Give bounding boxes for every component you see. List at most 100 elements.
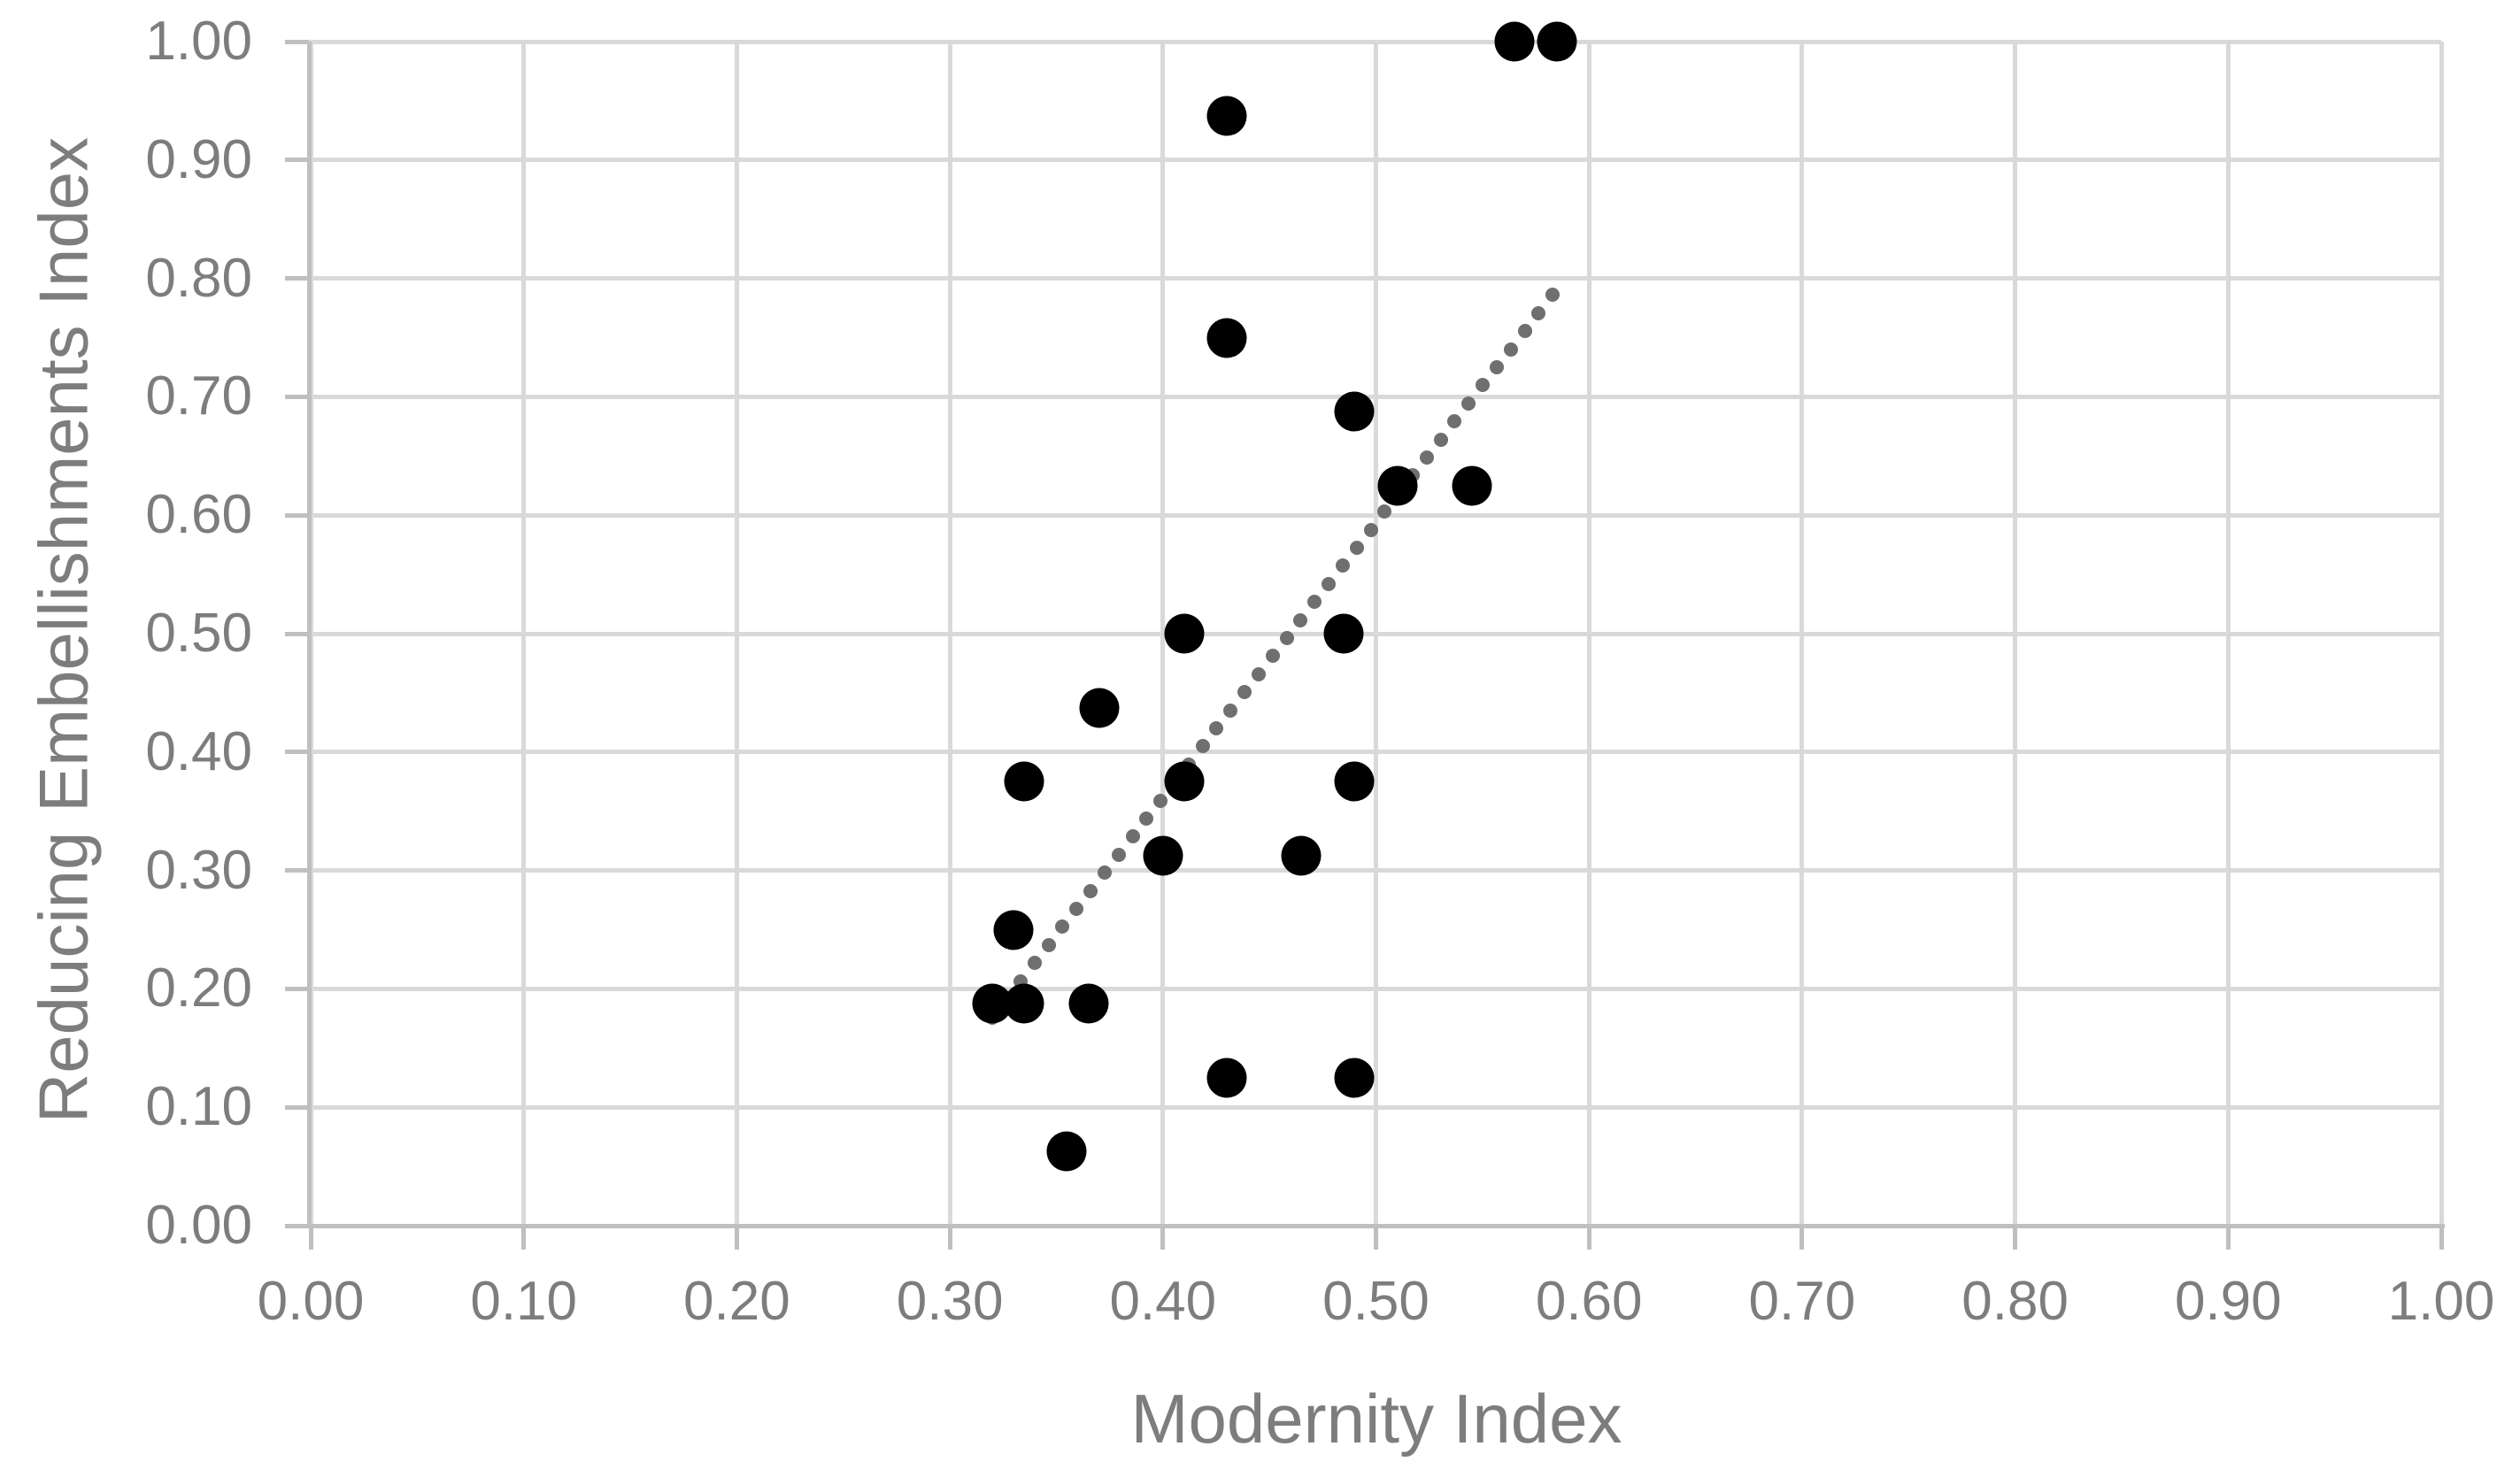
trendline-dot	[1489, 359, 1504, 374]
x-tick-mark	[521, 1226, 527, 1250]
trendline-dot	[1503, 342, 1518, 357]
y-tick-mark	[285, 394, 309, 399]
x-tick-mark	[734, 1226, 739, 1250]
trendline-dot	[1223, 703, 1238, 718]
y-tick-mark	[285, 1104, 309, 1110]
y-tick-label: 0.20	[145, 958, 252, 1019]
trendline-dot	[1111, 847, 1126, 862]
trendline-dot	[1476, 378, 1491, 393]
x-tick-mark	[308, 1226, 313, 1250]
y-tick-label: 1.00	[145, 11, 252, 72]
scatter-point	[1046, 1131, 1087, 1172]
trendline-dot	[1265, 649, 1280, 664]
y-tick-label: 0.50	[145, 603, 252, 664]
x-tick-mark	[2013, 1226, 2018, 1250]
y-tick-mark	[285, 986, 309, 991]
y-tick-label: 0.30	[145, 839, 252, 901]
y-axis-line	[307, 42, 312, 1228]
scatter-point	[1079, 688, 1120, 728]
x-tick-label: 0.80	[1961, 1271, 2069, 1332]
trendline-dot	[1125, 829, 1140, 844]
trendline-dot	[1069, 902, 1084, 917]
x-tick-mark	[2225, 1226, 2231, 1250]
trendline-dot	[1447, 414, 1462, 429]
trendline-dot	[1433, 432, 1448, 447]
x-tick-label: 0.70	[1748, 1271, 1856, 1332]
trendline-dot	[1545, 288, 1561, 303]
x-tick-mark	[1586, 1226, 1591, 1250]
scatter-point	[1068, 983, 1109, 1024]
scatter-point	[1164, 613, 1205, 654]
trendline-dot	[1419, 450, 1434, 465]
x-tick-label: 0.90	[2174, 1271, 2282, 1332]
horizontal-gridline	[308, 276, 2441, 281]
trendline-dot	[1349, 540, 1364, 555]
scatter-point	[1334, 761, 1375, 802]
trendline-dot	[1195, 739, 1210, 754]
trendline-dot	[1027, 956, 1042, 971]
y-tick-mark	[285, 39, 309, 44]
horizontal-gridline	[308, 39, 2441, 44]
x-tick-mark	[1374, 1226, 1378, 1250]
trendline-dot	[1531, 305, 1546, 320]
scatter-point	[1334, 1058, 1375, 1098]
x-tick-mark	[947, 1226, 952, 1250]
scatter-point	[1323, 613, 1364, 654]
y-tick-label: 0.60	[145, 484, 252, 546]
x-tick-mark	[1160, 1226, 1166, 1250]
scatter-point	[1143, 835, 1183, 876]
scatter-point	[1281, 835, 1322, 876]
trendline-dot	[1153, 793, 1168, 808]
y-tick-label: 0.40	[145, 720, 252, 782]
scatter-point	[1164, 761, 1205, 802]
trendline-dot	[1251, 666, 1266, 681]
scatter-point	[1537, 21, 1577, 62]
y-tick-label: 0.70	[145, 365, 252, 427]
trendline-dot	[1083, 883, 1098, 898]
y-tick-label: 0.10	[145, 1076, 252, 1138]
scatter-point	[1004, 983, 1044, 1024]
trendline-dot	[1097, 865, 1112, 881]
x-tick-label: 0.50	[1322, 1271, 1430, 1332]
x-tick-label: 0.60	[1535, 1271, 1643, 1332]
scatter-point	[993, 910, 1034, 950]
y-tick-mark	[285, 868, 309, 873]
x-tick-label: 0.40	[1109, 1271, 1217, 1332]
scatter-point	[1206, 318, 1247, 358]
horizontal-gridline	[308, 750, 2441, 755]
y-tick-label: 0.80	[145, 247, 252, 309]
vertical-gridline	[2439, 42, 2444, 1226]
y-tick-mark	[285, 276, 309, 281]
y-tick-mark	[285, 158, 309, 163]
horizontal-gridline	[308, 394, 2441, 399]
x-tick-label: 0.00	[257, 1271, 365, 1332]
scatter-point	[1206, 96, 1247, 136]
x-tick-mark	[2439, 1226, 2444, 1250]
horizontal-gridline	[308, 986, 2441, 991]
trendline-dot	[1237, 685, 1252, 700]
y-tick-mark	[285, 1223, 309, 1228]
x-tick-label: 0.20	[683, 1271, 790, 1332]
x-tick-label: 0.10	[470, 1271, 578, 1332]
trendline-dot	[1279, 631, 1294, 646]
trendline-dot	[1139, 812, 1154, 827]
trendline-dot	[1335, 558, 1350, 573]
trendline-dot	[1307, 595, 1322, 610]
scatter-point	[1452, 465, 1492, 506]
scatter-point	[1206, 1058, 1247, 1098]
trendline-dot	[1517, 324, 1532, 339]
scatter-point	[1334, 391, 1375, 432]
trendline-dot	[1055, 919, 1070, 935]
y-tick-label: 0.00	[145, 1195, 252, 1256]
scatter-point	[1004, 761, 1044, 802]
y-tick-mark	[285, 750, 309, 755]
horizontal-gridline	[308, 512, 2441, 518]
y-tick-mark	[285, 631, 309, 636]
horizontal-gridline	[308, 158, 2441, 163]
x-axis-title: Modernity Index	[1130, 1380, 1622, 1458]
trendline-dot	[1322, 576, 1337, 591]
trendline-dot	[1041, 937, 1056, 952]
scatter-point	[1377, 465, 1418, 506]
x-tick-label: 1.00	[2387, 1271, 2495, 1332]
